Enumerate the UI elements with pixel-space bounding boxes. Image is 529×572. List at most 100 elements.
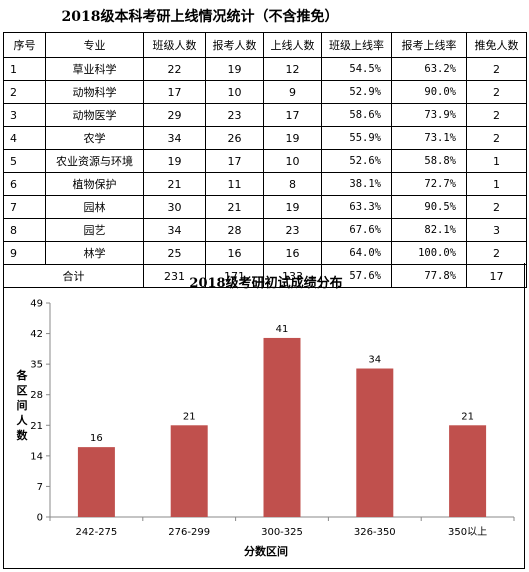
cell-major: 动物科学 [45, 80, 144, 104]
cell-class-rate: 64.0% [321, 241, 392, 265]
chart-panel: 2018级考研初试成绩分布 各区间人数 0 7 14 21 28 35 42 49 16 242… [3, 263, 525, 569]
y-tick-label: 28 [30, 390, 43, 401]
bar [170, 425, 208, 517]
bar-value-label: 21 [461, 411, 474, 422]
page-title: 2018级本科考研上线情况统计（不含推免） [61, 9, 339, 25]
header-passed: 上线人数 [263, 32, 322, 58]
cell-passed: 8 [263, 172, 322, 196]
cell-class-size: 21 [143, 172, 206, 196]
y-axis-label-char: 区 [17, 384, 28, 397]
y-axis-label-char: 人 [17, 413, 29, 427]
bar-value-label: 41 [276, 324, 289, 335]
cell-seq: 3 [3, 103, 46, 127]
cell-class-rate: 38.1% [321, 172, 392, 196]
table-total-row: 合计 231 171 133 57.6% 77.8% 17 [3, 264, 527, 288]
cell-seq: 5 [3, 149, 46, 173]
cell-class-rate: 54.5% [321, 57, 392, 81]
cell-major: 农学 [45, 126, 144, 150]
cell-applicants: 16 [205, 241, 264, 265]
cell-applicant-rate: 90.0% [391, 80, 467, 104]
cell-seq: 1 [3, 57, 46, 81]
header-major: 专业 [45, 32, 144, 58]
cell-class-rate: 52.9% [321, 80, 392, 104]
cell-exempt: 3 [466, 218, 527, 242]
y-tick-label: 35 [30, 360, 43, 371]
cell-class-rate: 58.6% [321, 103, 392, 127]
cell-passed: 9 [263, 80, 322, 104]
cell-seq: 2 [3, 80, 46, 104]
y-tick-label: 7 [37, 482, 43, 493]
cell-applicant-rate: 82.1% [391, 218, 467, 242]
table-row: 9 林学 25 16 16 64.0% 100.0% 2 [3, 241, 527, 265]
cell-applicant-rate: 90.5% [391, 195, 467, 219]
table-row: 6 植物保护 21 11 8 38.1% 72.7% 1 [3, 172, 527, 196]
cell-seq: 7 [3, 195, 46, 219]
cell-passed: 16 [263, 241, 322, 265]
cell-passed: 12 [263, 57, 322, 81]
header-applicant-rate: 报考上线率 [391, 32, 467, 58]
cell-applicants: 28 [205, 218, 264, 242]
x-tick-label: 300-325 [261, 527, 303, 538]
y-tick-label: 0 [37, 513, 43, 524]
cell-class-rate: 55.9% [321, 126, 392, 150]
x-tick-label: 242-275 [76, 527, 118, 538]
y-axis-label-char: 数 [17, 428, 29, 442]
cell-applicant-rate: 58.8% [391, 149, 467, 173]
bar [77, 447, 115, 517]
cell-exempt: 2 [466, 57, 527, 81]
cell-class-rate: 63.3% [321, 195, 392, 219]
cell-applicants: 10 [205, 80, 264, 104]
y-axis-label-char: 间 [17, 399, 28, 412]
y-tick-label: 21 [30, 421, 43, 432]
header-class-rate: 班级上线率 [321, 32, 392, 58]
cell-major: 园林 [45, 195, 144, 219]
cell-major: 植物保护 [45, 172, 144, 196]
cell-major: 农业资源与环境 [45, 149, 144, 173]
cell-applicant-rate: 100.0% [391, 241, 467, 265]
chart-title: 2018级考研初试成绩分布 [189, 275, 342, 291]
cell-exempt: 2 [466, 103, 527, 127]
cell-passed: 19 [263, 195, 322, 219]
cell-applicant-rate: 72.7% [391, 172, 467, 196]
x-tick-label: 326-350 [354, 527, 396, 538]
bar [356, 368, 394, 517]
table-row: 1 草业科学 22 19 12 54.5% 63.2% 2 [3, 57, 527, 81]
cell-exempt: 2 [466, 195, 527, 219]
header-applicants: 报考人数 [205, 32, 264, 58]
cell-major: 林学 [45, 241, 144, 265]
cell-applicants: 17 [205, 149, 264, 173]
total-label: 合计 [3, 264, 144, 288]
cell-passed: 10 [263, 149, 322, 173]
cell-applicants: 11 [205, 172, 264, 196]
cell-seq: 9 [3, 241, 46, 265]
cell-major: 园艺 [45, 218, 144, 242]
table-row: 5 农业资源与环境 19 17 10 52.6% 58.8% 1 [3, 149, 527, 173]
y-tick-label: 14 [30, 451, 43, 462]
cell-applicant-rate: 73.9% [391, 103, 467, 127]
x-tick-label: 350以上 [448, 526, 487, 538]
cell-passed: 19 [263, 126, 322, 150]
cell-seq: 4 [3, 126, 46, 150]
cell-applicants: 21 [205, 195, 264, 219]
cell-class-size: 19 [143, 149, 206, 173]
header-exempt: 推免人数 [466, 32, 527, 58]
table-row: 3 动物医学 29 23 17 58.6% 73.9% 2 [3, 103, 527, 127]
cell-applicants: 26 [205, 126, 264, 150]
cell-class-size: 30 [143, 195, 206, 219]
total-class-size: 231 [143, 264, 206, 288]
cell-exempt: 2 [466, 80, 527, 104]
y-axis-label-char: 各 [16, 368, 29, 382]
cell-applicant-rate: 63.2% [391, 57, 467, 81]
total-passed: 133 [263, 264, 322, 288]
cell-class-size: 29 [143, 103, 206, 127]
cell-passed: 23 [263, 218, 322, 242]
header-class-size: 班级人数 [143, 32, 206, 58]
bar-value-label: 16 [90, 433, 103, 444]
table-header-row: 序号 专业 班级人数 报考人数 上线人数 班级上线率 报考上线率 推免人数 [3, 32, 527, 58]
cell-class-size: 22 [143, 57, 206, 81]
cell-major: 动物医学 [45, 103, 144, 127]
y-tick-label: 42 [30, 329, 43, 340]
